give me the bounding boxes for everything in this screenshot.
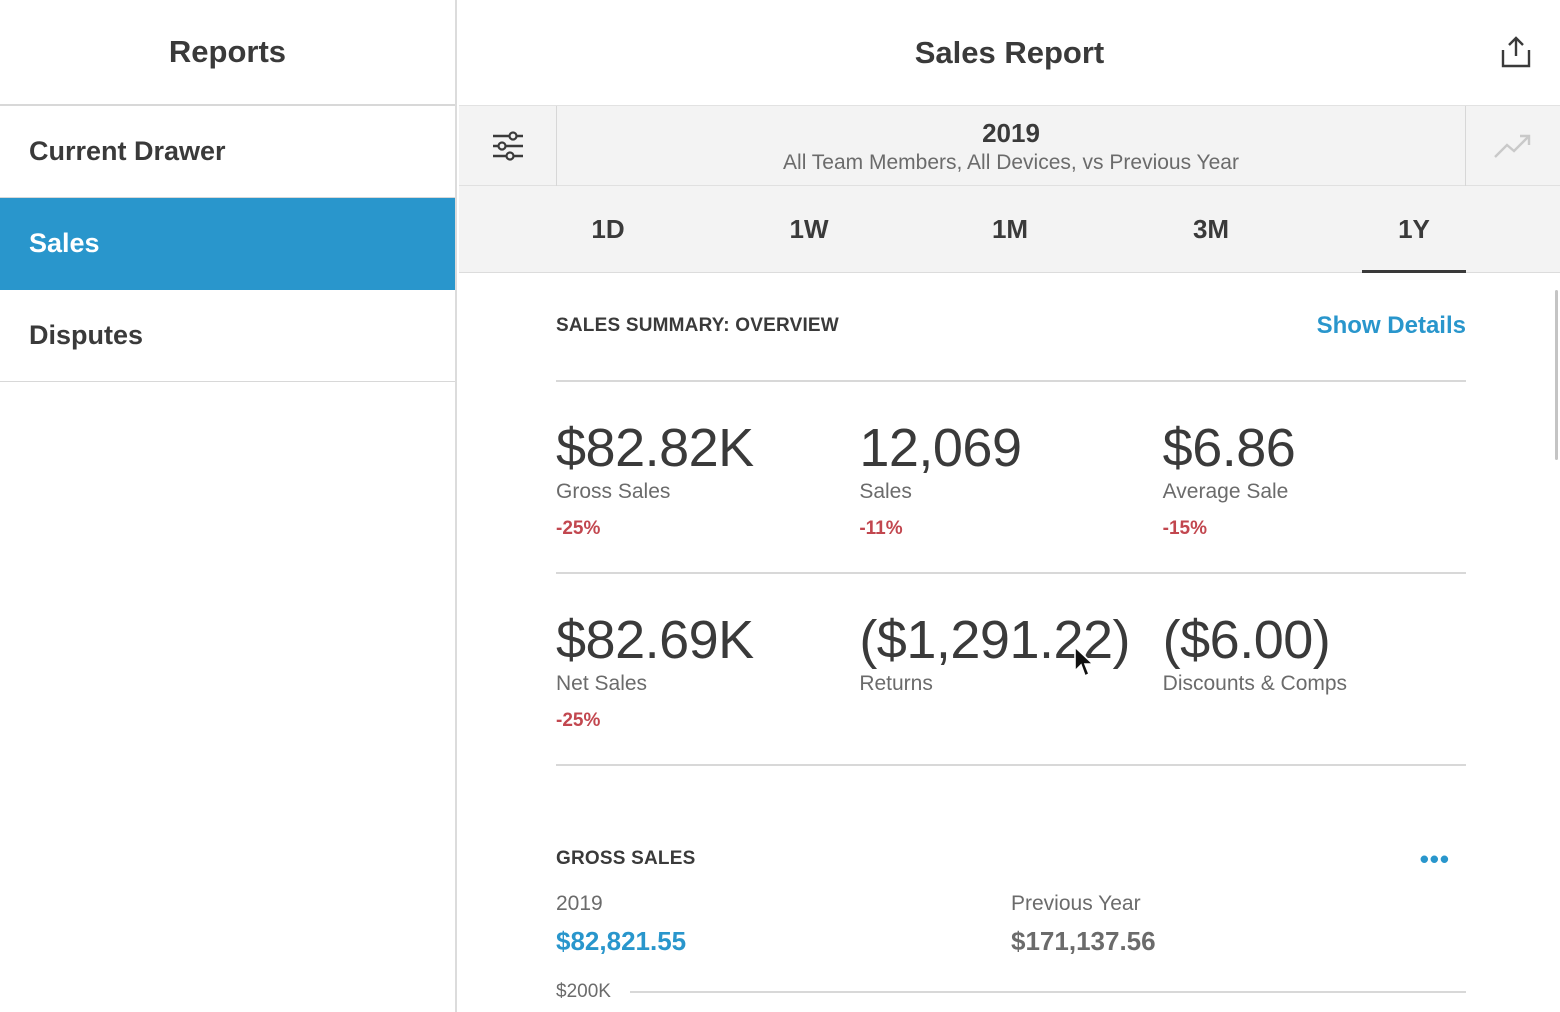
sales-summary-header: SALES SUMMARY: OVERVIEW Show Details — [556, 272, 1466, 382]
filter-button[interactable] — [459, 106, 557, 186]
metric-value: 12,069 — [859, 418, 1022, 478]
metric-discounts-comps: ($6.00) Discounts & Comps — [1163, 610, 1466, 764]
metric-value: ($6.00) — [1162, 610, 1331, 670]
metric-net-sales: $82.69K Net Sales -25% — [556, 610, 859, 764]
metrics-row: $82.82K Gross Sales -25% 12,069 Sales -1… — [556, 382, 1466, 574]
gross-previous-value: $171,137.56 — [1011, 926, 1156, 956]
sidebar: Reports Current Drawer Sales Disputes — [0, 0, 457, 1012]
metric-sales: 12,069 Sales -11% — [859, 418, 1162, 572]
axis-gridline — [630, 991, 1466, 993]
scrollbar[interactable] — [1555, 290, 1558, 460]
filter-subtitle: All Team Members, All Devices, vs Previo… — [783, 150, 1239, 174]
report-content: SALES SUMMARY: OVERVIEW Show Details $82… — [556, 272, 1466, 1003]
gross-current-label: 2019 — [556, 892, 603, 915]
metric-value: $82.69K — [556, 610, 754, 670]
gross-current-value: $82,821.55 — [556, 926, 687, 956]
more-dots-icon[interactable]: ••• — [1419, 844, 1450, 874]
sidebar-title: Reports — [168, 34, 287, 69]
share-button[interactable] — [1498, 34, 1534, 70]
main-panel: Sales Report — [459, 0, 1560, 1012]
sidebar-item-sales[interactable]: Sales — [0, 198, 455, 290]
gross-current: 2019 $82,821.55 — [556, 892, 1011, 957]
metric-label: Returns — [859, 672, 933, 695]
metric-label: Sales — [859, 480, 912, 503]
section-title: GROSS SALES — [556, 848, 696, 869]
trend-icon — [1494, 134, 1531, 158]
tab-1d[interactable]: 1D — [591, 214, 625, 244]
metric-label: Average Sale — [1162, 480, 1289, 503]
tab-3m[interactable]: 3M — [1192, 214, 1230, 244]
metric-delta: -25% — [556, 710, 601, 731]
sidebar-item-label: Disputes — [29, 320, 144, 350]
metric-label: Gross Sales — [556, 480, 671, 503]
axis-tick-label: $200K — [556, 981, 611, 1002]
gross-previous-label: Previous Year — [1011, 892, 1141, 915]
filter-bar: 2019 All Team Members, All Devices, vs P… — [459, 106, 1560, 186]
metric-label: Discounts & Comps — [1162, 672, 1348, 695]
sidebar-item-label: Sales — [29, 228, 100, 258]
tab-1w[interactable]: 1W — [789, 214, 829, 244]
metric-returns: ($1,291.22) Returns — [859, 610, 1162, 764]
metric-delta: -11% — [859, 518, 903, 539]
sidebar-header: Reports — [0, 0, 455, 106]
sliders-icon — [492, 131, 523, 161]
filter-year: 2019 — [982, 117, 1040, 148]
metric-gross-sales: $82.82K Gross Sales -25% — [556, 418, 859, 572]
main-header: Sales Report — [459, 0, 1560, 106]
chart-axis-row: $200K — [556, 981, 1466, 1003]
gross-sales-header: GROSS SALES ••• — [556, 846, 1466, 872]
date-filter-selector[interactable]: 2019 All Team Members, All Devices, vs P… — [557, 106, 1465, 185]
metric-average-sale: $6.86 Average Sale -15% — [1163, 418, 1466, 572]
sidebar-item-disputes[interactable]: Disputes — [0, 290, 455, 382]
sidebar-item-current-drawer[interactable]: Current Drawer — [0, 106, 455, 198]
share-icon — [1501, 36, 1531, 68]
sidebar-item-label: Current Drawer — [29, 136, 226, 166]
metrics-row: $82.69K Net Sales -25% ($1,291.22) Retur… — [556, 574, 1466, 766]
trend-button[interactable] — [1465, 106, 1560, 186]
tab-1m[interactable]: 1M — [991, 214, 1029, 244]
section-title: SALES SUMMARY: OVERVIEW — [556, 315, 839, 336]
gross-sales-comparison: 2019 $82,821.55 Previous Year $171,137.5… — [556, 892, 1466, 957]
metric-delta: -15% — [1162, 518, 1208, 539]
show-details-link[interactable]: Show Details — [1316, 312, 1466, 339]
page-title: Sales Report — [914, 34, 1105, 70]
metric-value: ($1,291.22) — [859, 610, 1131, 670]
metric-value: $6.86 — [1162, 418, 1296, 478]
range-tabs: 1D 1W 1M 3M 1Y — [459, 186, 1560, 273]
metric-delta: -25% — [556, 518, 601, 539]
tab-1y[interactable]: 1Y — [1362, 186, 1466, 273]
gross-previous: Previous Year $171,137.56 — [1011, 892, 1466, 957]
mouse-cursor-icon — [1074, 645, 1095, 678]
metric-label: Net Sales — [556, 672, 648, 695]
metric-value: $82.82K — [556, 418, 754, 478]
